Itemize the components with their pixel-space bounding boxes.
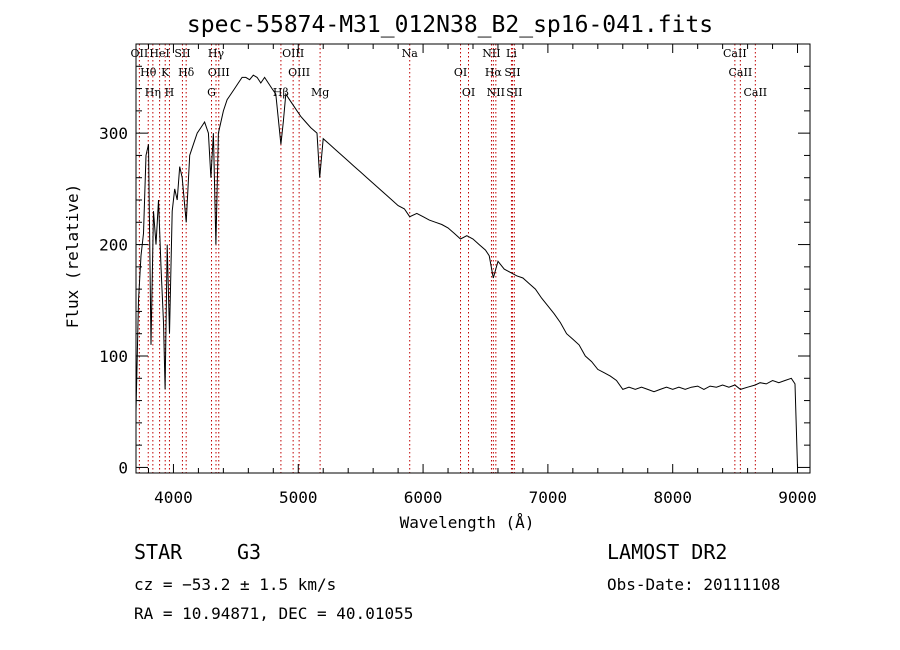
annotation-label: OIII xyxy=(208,66,230,79)
annotation-label: NII xyxy=(482,47,500,60)
x-tick-label: 7000 xyxy=(529,488,568,507)
x-tick-label: 4000 xyxy=(154,488,193,507)
y-tick-label: 100 xyxy=(99,347,128,366)
annotation-label: Na xyxy=(402,47,419,60)
annotation-label: Li xyxy=(506,47,517,60)
annotation-label: CaII xyxy=(729,66,753,79)
annotation-label: Hβ xyxy=(273,86,289,99)
annotation-label: HeI xyxy=(149,47,169,60)
annotation-label: Hα xyxy=(485,66,503,79)
x-tick-label: 8000 xyxy=(653,488,692,507)
redshift-velocity: cz = −53.2 ± 1.5 km/s xyxy=(134,575,337,594)
spectral-subclass: G3 xyxy=(237,540,262,564)
object-type: STAR xyxy=(134,540,183,564)
x-axis-label: Wavelength (Å) xyxy=(400,513,535,532)
annotation-label: OI xyxy=(462,86,475,99)
annotation-label: Mg xyxy=(311,86,329,99)
y-axis-label: Flux (relative) xyxy=(63,184,82,329)
coordinates: RA = 10.94871, DEC = 40.01055 xyxy=(134,604,414,623)
y-tick-label: 0 xyxy=(118,458,128,477)
x-axis-ticks: 4000 5000 6000 7000 8000 9000 xyxy=(147,44,817,507)
annotation-label: CaII xyxy=(723,47,747,60)
y-axis-ticks: 0 100 200 300 xyxy=(99,65,810,477)
annotation-label: K xyxy=(161,66,170,79)
annotation-label: SII xyxy=(174,47,190,60)
y-tick-label: 200 xyxy=(99,236,128,255)
survey-name: LAMOST DR2 xyxy=(607,540,728,564)
chart-title: spec-55874-M31_012N38_B2_sp16-041.fits xyxy=(186,12,714,38)
annotation-label: SII xyxy=(504,66,520,79)
annotation-label: Hη xyxy=(145,86,161,99)
annotation-label: Hθ xyxy=(140,66,157,79)
y-tick-label: 300 xyxy=(99,124,128,143)
spectrum-series-line xyxy=(135,74,798,468)
plot-frame xyxy=(135,43,811,474)
annotation-label: NII xyxy=(487,86,505,99)
annotation-label: H xyxy=(165,86,175,99)
annotation-label: CaII xyxy=(743,86,767,99)
annotation-label: OIII xyxy=(288,66,310,79)
x-tick-label: 9000 xyxy=(778,488,817,507)
annotation-label: Hγ xyxy=(208,47,225,60)
x-tick-label: 6000 xyxy=(404,488,443,507)
annotation-label: G xyxy=(207,86,216,99)
annotation-label: OI xyxy=(454,66,467,79)
observation-date: Obs-Date: 20111108 xyxy=(607,575,781,594)
annotation-label: OIII xyxy=(282,47,304,60)
annotation-lines xyxy=(138,44,756,473)
annotation-label: Hδ xyxy=(178,66,195,79)
annotation-label: SII xyxy=(506,86,522,99)
x-tick-label: 5000 xyxy=(279,488,318,507)
annotation-labels: OIIHθHηHeIKHSIIHδGHγOIIIHβOIIIOIIIMgNaOI… xyxy=(131,47,768,99)
annotation-label: OII xyxy=(131,47,149,60)
